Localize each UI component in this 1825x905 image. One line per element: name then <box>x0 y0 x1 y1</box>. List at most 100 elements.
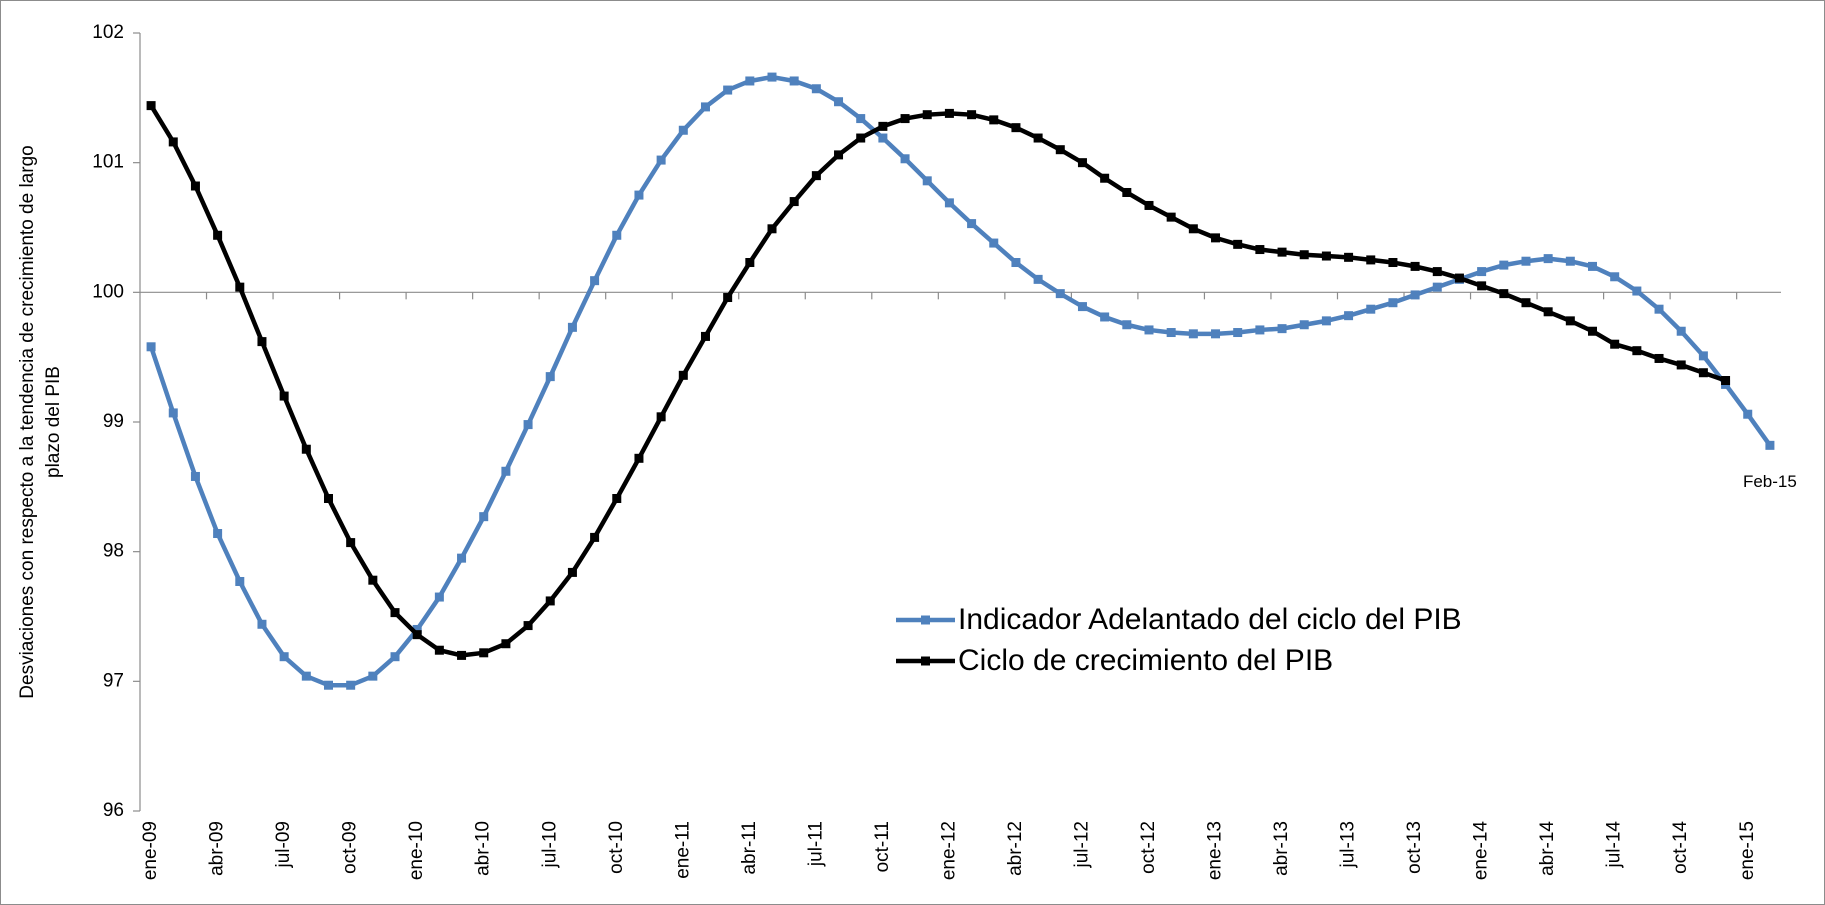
series-marker <box>922 110 932 120</box>
series-marker <box>323 680 333 690</box>
series-marker <box>301 671 311 681</box>
series-marker <box>501 466 511 476</box>
series-marker <box>1033 274 1043 284</box>
x-tick-label: ene-11 <box>672 821 693 879</box>
series-marker <box>1588 261 1598 271</box>
series-marker <box>634 190 644 200</box>
series-marker <box>1610 339 1620 349</box>
series-marker <box>390 608 400 618</box>
series-marker <box>656 412 666 422</box>
series-marker <box>1698 351 1708 361</box>
x-tick-label: jul-12 <box>1071 821 1092 868</box>
series-marker <box>1676 360 1686 370</box>
series-marker <box>700 102 710 112</box>
series-marker <box>700 331 710 341</box>
series-marker <box>213 230 223 240</box>
x-tick-label: oct-10 <box>606 821 627 874</box>
series-marker <box>567 322 577 332</box>
series-marker <box>678 370 688 380</box>
series-marker <box>789 76 799 86</box>
series-marker <box>989 115 999 125</box>
legend-label: Indicador Adelantado del ciclo del PIB <box>958 603 1462 636</box>
series-marker <box>789 197 799 207</box>
series-marker <box>811 84 821 94</box>
series-marker <box>279 391 289 401</box>
y-tick-label: 99 <box>103 411 124 432</box>
series-marker <box>834 97 844 107</box>
series-marker <box>723 293 733 303</box>
series-marker <box>1055 289 1065 299</box>
x-tick-label: oct-13 <box>1404 821 1425 874</box>
legend-marker <box>921 656 930 666</box>
y-tick-label: 96 <box>103 800 124 821</box>
series-marker <box>346 680 356 690</box>
series-marker <box>235 576 245 586</box>
series-marker <box>567 567 577 577</box>
series-marker <box>1166 212 1176 222</box>
series-marker <box>1654 304 1664 314</box>
series-marker <box>1144 200 1154 210</box>
series-marker <box>479 512 489 522</box>
series-marker <box>190 471 200 481</box>
series-marker <box>1055 145 1065 155</box>
series-marker <box>967 219 977 229</box>
series-marker <box>1255 325 1265 335</box>
series-marker <box>390 652 400 662</box>
x-tick-label: ene-15 <box>1737 821 1758 880</box>
series-marker <box>989 238 999 248</box>
series-marker <box>479 648 489 658</box>
series-marker <box>1698 368 1708 378</box>
series-marker <box>301 444 311 454</box>
series-marker <box>1610 272 1620 282</box>
series-marker <box>1100 173 1110 183</box>
series-marker <box>457 650 467 660</box>
series-marker <box>1122 320 1132 330</box>
series-marker <box>834 150 844 160</box>
series-marker <box>745 76 755 86</box>
series-marker <box>856 114 866 124</box>
series-marker <box>1299 320 1309 330</box>
x-tick-label: oct-12 <box>1138 821 1159 874</box>
series-marker <box>1565 316 1575 326</box>
series-marker <box>634 453 644 463</box>
series-marker <box>1144 325 1154 335</box>
series-marker <box>1033 133 1043 143</box>
x-tick-label: jul-10 <box>539 821 560 868</box>
x-tick-label: ene-09 <box>140 821 161 880</box>
series-marker <box>745 258 755 268</box>
series-marker <box>1211 233 1221 243</box>
series-marker <box>944 108 954 118</box>
series-marker <box>545 596 555 606</box>
series-marker <box>1277 247 1287 257</box>
series-marker <box>1321 316 1331 326</box>
y-tick-label: 100 <box>92 281 124 302</box>
series-marker <box>878 121 888 131</box>
series-marker <box>523 420 533 430</box>
x-tick-label: ene-12 <box>938 821 959 880</box>
legend-label: Ciclo de crecimiento del PIB <box>958 644 1333 677</box>
series-marker <box>1588 326 1598 336</box>
series-marker <box>1321 251 1331 261</box>
y-axis-label: Desviaciones con respecto a la tendencia… <box>17 145 38 698</box>
series-marker <box>457 553 467 563</box>
series-marker <box>168 408 178 418</box>
x-tick-label: jul-14 <box>1604 821 1625 869</box>
series-marker <box>1077 302 1087 312</box>
series-marker <box>1166 328 1176 338</box>
series-marker <box>1543 307 1553 317</box>
series-marker <box>346 538 356 548</box>
series-marker <box>1543 254 1553 264</box>
series-marker <box>545 372 555 382</box>
series-marker <box>1499 260 1509 270</box>
x-tick-label: ene-10 <box>406 821 427 880</box>
series-marker <box>1122 187 1132 197</box>
series-marker <box>1477 267 1487 277</box>
series-marker <box>1188 329 1198 339</box>
series-marker <box>1521 256 1531 266</box>
series-marker <box>323 494 333 504</box>
series-marker <box>590 276 600 286</box>
y-tick-label: 102 <box>92 22 124 43</box>
series-marker <box>1410 261 1420 271</box>
series-marker <box>1654 353 1664 363</box>
